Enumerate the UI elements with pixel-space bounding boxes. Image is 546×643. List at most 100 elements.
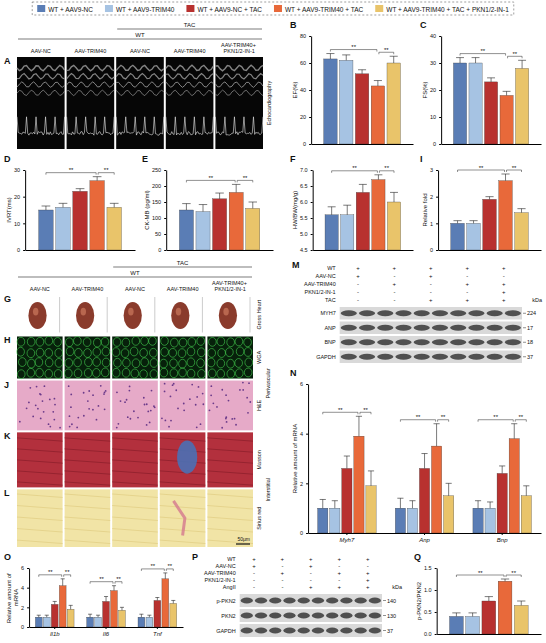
image-texture <box>133 410 135 412</box>
image-cell <box>17 336 63 378</box>
condition-sign: + <box>356 265 360 271</box>
bar <box>500 95 513 144</box>
error-bar <box>485 197 493 200</box>
y-axis-title: Relative amount of mRNA <box>292 424 298 493</box>
y-tick-label: 100 <box>152 215 161 221</box>
image-texture <box>40 417 42 419</box>
condition-label: AAV-TRIM40 <box>304 281 336 287</box>
error-bar <box>326 54 334 59</box>
band-label: PKN2 <box>221 613 235 619</box>
y-tick-mark <box>306 533 308 534</box>
y-tick-mark <box>164 250 166 251</box>
error-bar-cap <box>499 465 505 466</box>
image-texture <box>215 117 263 135</box>
image-texture <box>116 427 118 429</box>
legend-swatch <box>105 5 113 12</box>
x-tick: Myh7 <box>340 533 355 543</box>
error-bar-cap <box>112 585 116 586</box>
error-bar <box>155 598 159 601</box>
blot-band <box>377 354 393 360</box>
y-tick-mark <box>27 627 29 628</box>
y-tick-mark <box>439 117 441 118</box>
row-letter: L <box>4 488 10 498</box>
blot-band <box>450 354 466 360</box>
figure: WT + AAV9-NCWT + AAV9-TRIM40WT + AAV9-NC… <box>0 0 546 643</box>
error-bar-cap <box>199 204 207 205</box>
error-bar <box>511 424 517 439</box>
image-texture <box>121 349 129 358</box>
y-tick-label: 20 <box>14 194 20 200</box>
image-texture <box>17 529 63 532</box>
condition-sign: - <box>466 273 468 279</box>
image-texture <box>235 424 237 426</box>
bar <box>340 60 353 144</box>
image-texture <box>160 517 206 520</box>
image-texture <box>112 529 158 532</box>
bar <box>355 74 368 144</box>
y-axis-title: HW/BW(mg/g) <box>292 191 298 230</box>
image-texture <box>160 482 206 485</box>
y-tick: 4.5 <box>300 247 313 253</box>
x-axis-line <box>313 250 413 251</box>
image-texture <box>59 427 61 429</box>
image-texture <box>131 369 139 378</box>
image-texture <box>171 302 189 329</box>
genotype-label: WT <box>130 270 140 276</box>
error-bar-stem <box>346 456 347 468</box>
bar <box>162 579 169 627</box>
image-texture <box>117 423 119 425</box>
image-cell <box>166 57 214 149</box>
blot-band <box>341 339 357 345</box>
error-bar-cap <box>359 184 367 185</box>
error-bar-stem <box>424 454 425 469</box>
image-texture <box>122 368 130 377</box>
image-texture <box>17 337 25 346</box>
image-texture <box>137 417 139 419</box>
x-axis-line <box>309 533 542 534</box>
y-tick: 30 <box>430 60 441 66</box>
legend-box <box>32 2 514 15</box>
error-bar-stem <box>506 91 507 95</box>
y-tick-label: 30 <box>14 167 20 173</box>
y-tick-label: 3 <box>430 167 433 173</box>
y-tick-mark <box>436 170 438 171</box>
bar <box>246 208 260 250</box>
error-bar-cap <box>487 77 495 78</box>
image-texture <box>42 400 44 402</box>
image-texture <box>98 405 100 407</box>
error-bar-stem <box>358 416 359 436</box>
image-panel: TACWTAAV-NCAAV-TRIM40AAV-NCAAV-TRIM40AAV… <box>4 260 271 547</box>
error-bar <box>328 207 336 215</box>
image-texture <box>173 501 184 536</box>
error-bar-cap <box>511 423 517 424</box>
bar <box>330 508 340 533</box>
image-texture <box>69 415 71 417</box>
error-bar <box>503 91 511 95</box>
y-axis-line <box>308 385 309 534</box>
image-texture <box>189 398 191 400</box>
error-bar-cap <box>320 499 326 500</box>
image-texture <box>173 383 175 385</box>
blot-band <box>432 354 448 360</box>
error-bar-stem <box>472 613 473 617</box>
error-bar-stem <box>121 607 122 610</box>
x-tick: Anp <box>418 533 430 543</box>
condition-label: AngII <box>223 584 236 590</box>
image-texture <box>36 337 44 346</box>
image-texture <box>19 421 21 423</box>
image-texture <box>17 117 65 135</box>
image-cell <box>112 381 158 431</box>
error-bar <box>171 600 175 603</box>
legend-swatch <box>274 5 282 12</box>
image-cell <box>207 295 253 334</box>
condition-sign: + <box>466 265 470 271</box>
blot-band <box>269 628 281 634</box>
significance-label: ** <box>416 414 421 420</box>
image-texture <box>116 391 118 393</box>
error-bar-stem <box>97 177 98 181</box>
image-texture <box>129 386 131 388</box>
x-tick-label: Myh7 <box>340 537 355 543</box>
y-tick: 0 <box>158 247 166 253</box>
x-axis-line <box>437 634 541 635</box>
bar <box>387 63 400 144</box>
